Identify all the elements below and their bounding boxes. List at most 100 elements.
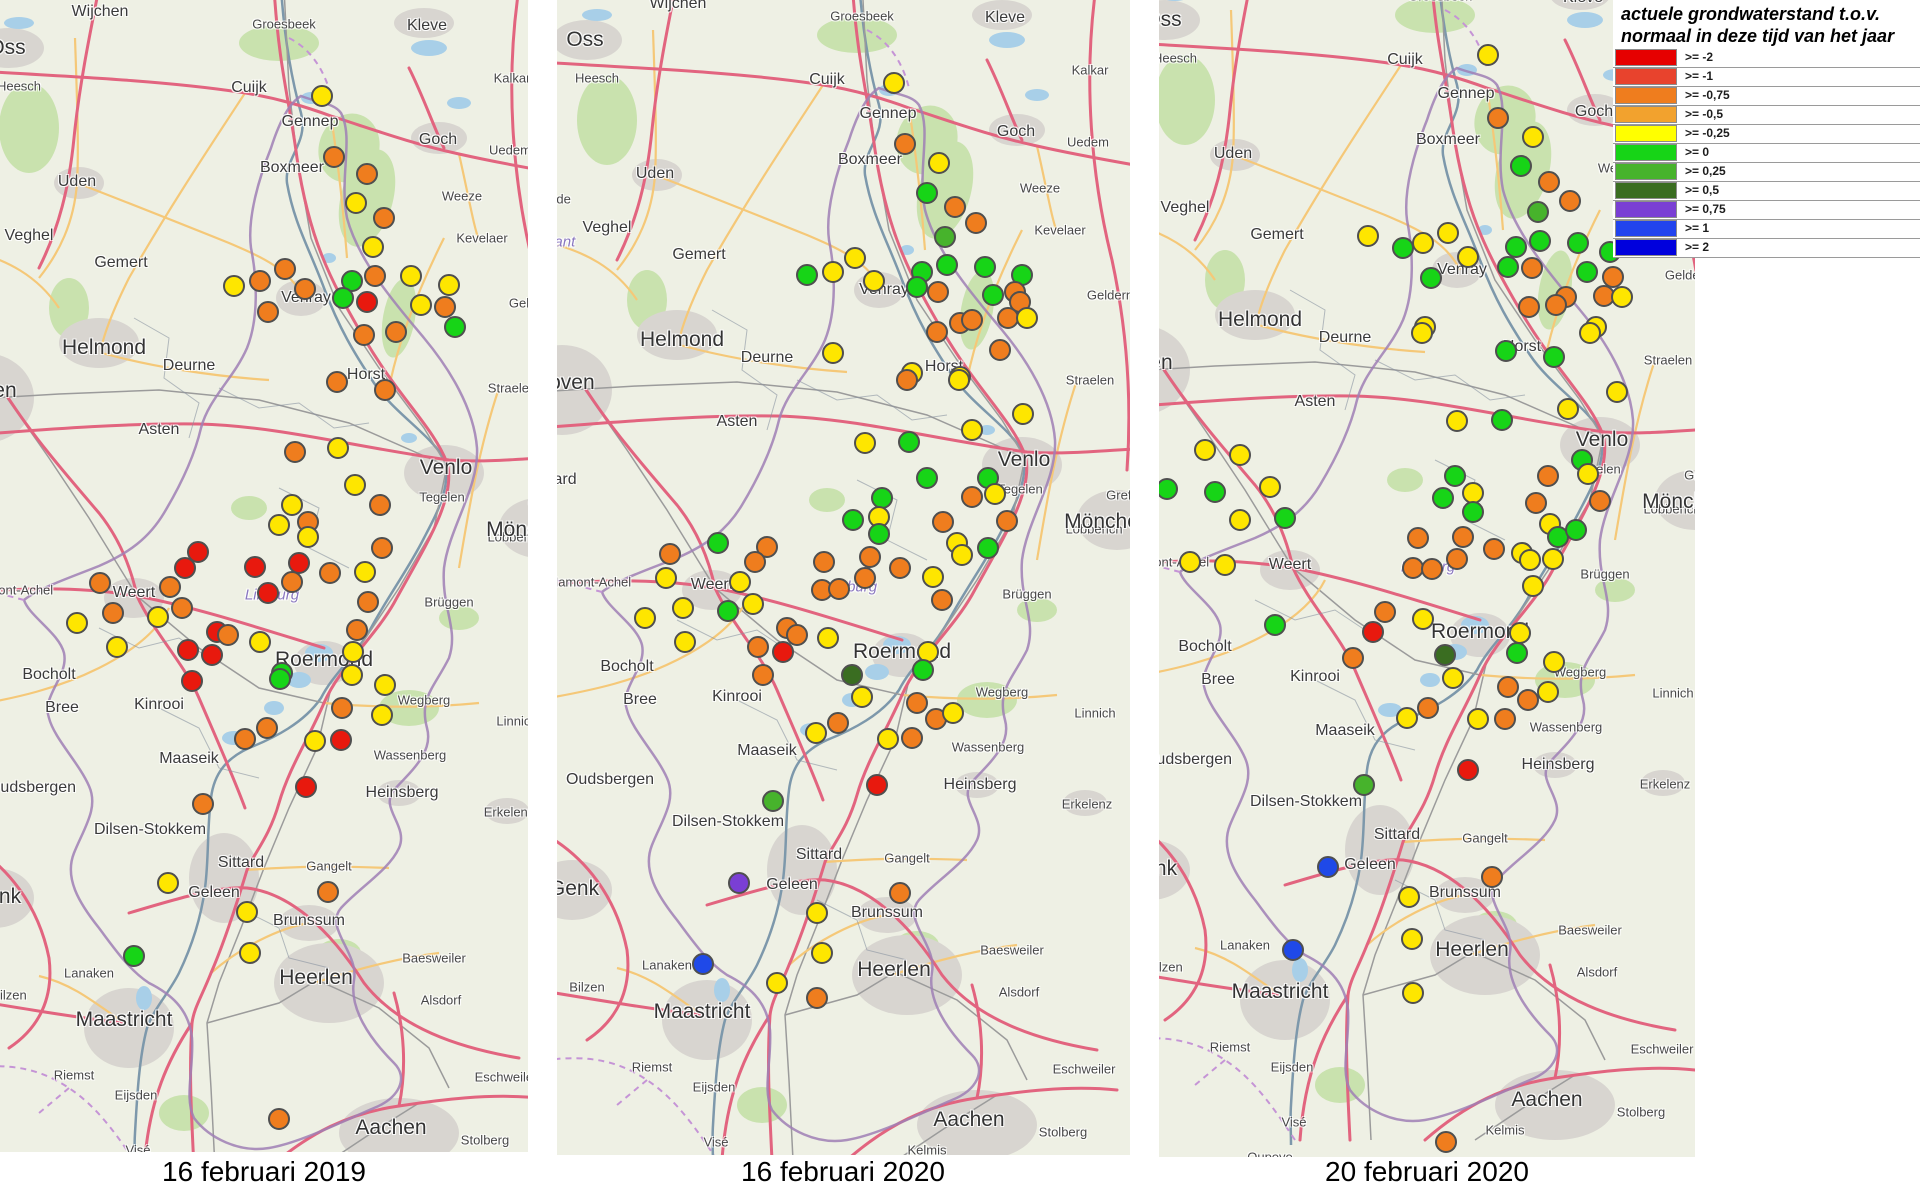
legend-row: >= -1 [1613, 68, 1920, 87]
place-label-weeze: Weeze [1019, 180, 1061, 196]
groundwater-station-dot [357, 591, 379, 613]
place-label-asten: Asten [716, 413, 758, 430]
place-label-lanaken: Lanaken [642, 957, 692, 973]
place-label-uedem: Uedem [489, 142, 528, 158]
place-label-weert: Weert [690, 576, 734, 593]
place-label-br-ggen: Brüggen [1002, 586, 1052, 602]
legend: actuele grondwaterstand t.o.v. normaal i… [1613, 0, 1920, 258]
place-label-venlo: Venlo [997, 448, 1051, 471]
groundwater-station-dot [916, 467, 938, 489]
groundwater-station-dot [89, 572, 111, 594]
place-label-gemert: Gemert [1250, 226, 1304, 243]
place-label-maastricht: Maastricht [1231, 980, 1329, 1003]
groundwater-station-dot [889, 557, 911, 579]
place-label-m-nchengladbach: Mönchengladbach [1642, 490, 1695, 513]
groundwater-station-dot [1559, 190, 1581, 212]
place-label-genk: Genk [0, 885, 22, 908]
place-label-groesbeek: Groesbeek [252, 16, 316, 32]
groundwater-station-dot [717, 600, 739, 622]
groundwater-station-dot [1611, 286, 1633, 308]
maas-river [133, 0, 448, 1152]
place-label-kinrooi: Kinrooi [712, 688, 762, 705]
place-label-aachen: Aachen [355, 1116, 427, 1139]
map-panel-2[interactable]: Wijchen Oss Heesch Kleve Groesbeek Cuijk Genne… [557, 0, 1130, 1155]
place-label-bree: Bree [45, 699, 79, 716]
groundwater-station-dot [672, 597, 694, 619]
groundwater-station-dot [1491, 409, 1513, 431]
groundwater-station-dot [1012, 403, 1034, 425]
groundwater-station-dot [174, 557, 196, 579]
groundwater-station-dot [1506, 642, 1528, 664]
groundwater-station-dot [828, 578, 850, 600]
place-label-veghel: Veghel [1160, 199, 1210, 216]
groundwater-station-dot [177, 639, 199, 661]
groundwater-station-dot [806, 902, 828, 924]
groundwater-station-dot [1402, 982, 1424, 1004]
place-label-lanaken: Lanaken [1220, 937, 1270, 953]
place-label-bilzen: Bilzen [1159, 959, 1183, 975]
legend-color-swatch [1615, 220, 1677, 237]
legend-row-label: >= 0,5 [1685, 183, 1720, 197]
place-label-heesch: Heesch [574, 70, 620, 86]
place-label-uedem: Uedem [1067, 134, 1109, 150]
groundwater-station-dot [752, 664, 774, 686]
groundwater-station-dot [817, 627, 839, 649]
groundwater-station-dot [851, 686, 873, 708]
place-label-horst: Horst [346, 366, 386, 383]
groundwater-station-dot [1457, 246, 1479, 268]
groundwater-station-dot [841, 664, 863, 686]
legend-color-swatch [1615, 201, 1677, 218]
legend-row: >= -0,25 [1613, 125, 1920, 144]
groundwater-station-dot [201, 644, 223, 666]
panel-caption-2: 16 februari 2020 [741, 1156, 945, 1187]
map-panel-1[interactable]: Wijchen Oss Heesch Kleve Groesbeek Cuijk Genne… [0, 0, 528, 1152]
groundwater-station-dot [942, 702, 964, 724]
map-panel-3[interactable]: WijchenOssHeeschKleveGroesbeekCuijkGenne… [1159, 0, 1695, 1157]
groundwater-station-dot [385, 321, 407, 343]
groundwater-station-dot [1446, 548, 1468, 570]
place-label-gangelt: Gangelt [1462, 830, 1508, 846]
groundwater-station-dot [1497, 256, 1519, 278]
groundwater-station-dot [1437, 222, 1459, 244]
groundwater-station-dot [1274, 507, 1296, 529]
place-label-oudsbergen: Oudsbergen [565, 771, 655, 788]
place-label-maastricht: Maastricht [653, 1000, 751, 1023]
groundwater-station-dot [1602, 266, 1624, 288]
groundwater-station-dot [400, 265, 422, 287]
legend-row: >= 0,5 [1613, 182, 1920, 201]
national-border-dashed [557, 29, 910, 1155]
groundwater-station-dot [926, 321, 948, 343]
place-label-gennep: Gennep [281, 113, 339, 130]
place-label-stolberg: Stolberg [1616, 1104, 1666, 1120]
groundwater-station-dot [1452, 526, 1474, 548]
groundwater-station-dot [171, 597, 193, 619]
legend-row: >= -0,5 [1613, 106, 1920, 125]
groundwater-station-dot [1432, 487, 1454, 509]
groundwater-station-dot [1204, 481, 1226, 503]
place-label-heinsberg: Heinsberg [943, 776, 1017, 793]
place-label-asten: Asten [1294, 393, 1336, 410]
place-label-bree: Bree [1201, 671, 1235, 688]
groundwater-station-dot [256, 717, 278, 739]
groundwater-station-dot [327, 437, 349, 459]
place-label-bocholt: Bocholt [1178, 638, 1232, 655]
place-label-alsdorf: Alsdorf [998, 984, 1040, 1000]
groundwater-station-dot [894, 133, 916, 155]
groundwater-station-dot [1435, 1131, 1457, 1153]
groundwater-station-dot [1407, 527, 1429, 549]
municipal-boundaries [1254, 289, 1526, 941]
groundwater-station-dot [796, 264, 818, 286]
groundwater-station-dot [346, 619, 368, 641]
place-label-oss: Oss [1159, 8, 1182, 31]
place-label-eijsden: Eijsden [692, 1079, 736, 1095]
legend-row: >= 0 [1613, 144, 1920, 163]
legend-color-swatch [1615, 87, 1677, 104]
groundwater-station-dot [916, 182, 938, 204]
groundwater-station-dot [906, 692, 928, 714]
groundwater-station-dot [1505, 236, 1527, 258]
place-label-wegberg: Wegberg [397, 692, 451, 708]
groundwater-station-dot [326, 371, 348, 393]
place-label-heesch: Heesch [1159, 50, 1198, 66]
groundwater-station-dot [948, 369, 970, 391]
groundwater-station-dot [1576, 261, 1598, 283]
